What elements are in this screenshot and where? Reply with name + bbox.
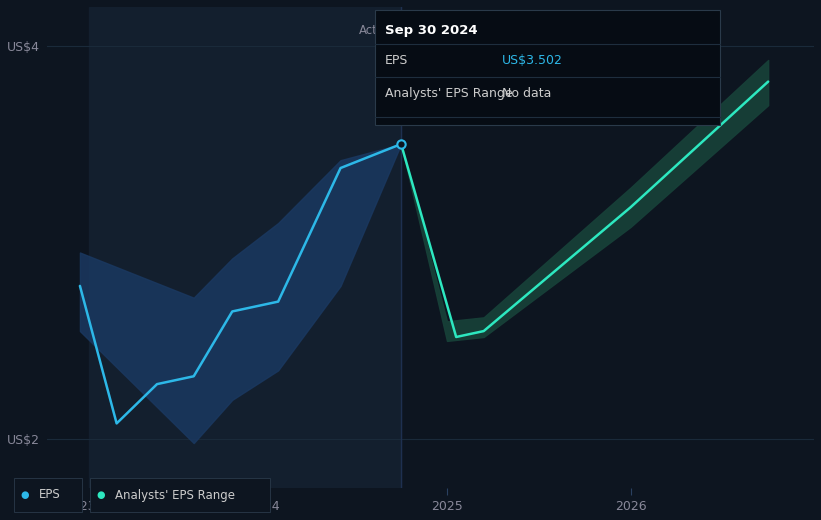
Text: Analysts' EPS Range: Analysts' EPS Range — [385, 87, 512, 100]
Text: ●: ● — [21, 490, 29, 500]
Bar — [89, 7, 401, 488]
Text: Actual: Actual — [359, 24, 396, 37]
Text: Analysts Forecasts: Analysts Forecasts — [412, 24, 522, 37]
Text: US$3.502: US$3.502 — [502, 54, 563, 67]
Text: Analysts' EPS Range: Analysts' EPS Range — [115, 488, 235, 501]
Text: No data: No data — [502, 87, 552, 100]
Text: ●: ● — [97, 490, 105, 500]
Text: EPS: EPS — [385, 54, 408, 67]
Text: EPS: EPS — [39, 488, 61, 501]
Text: Sep 30 2024: Sep 30 2024 — [385, 24, 478, 37]
